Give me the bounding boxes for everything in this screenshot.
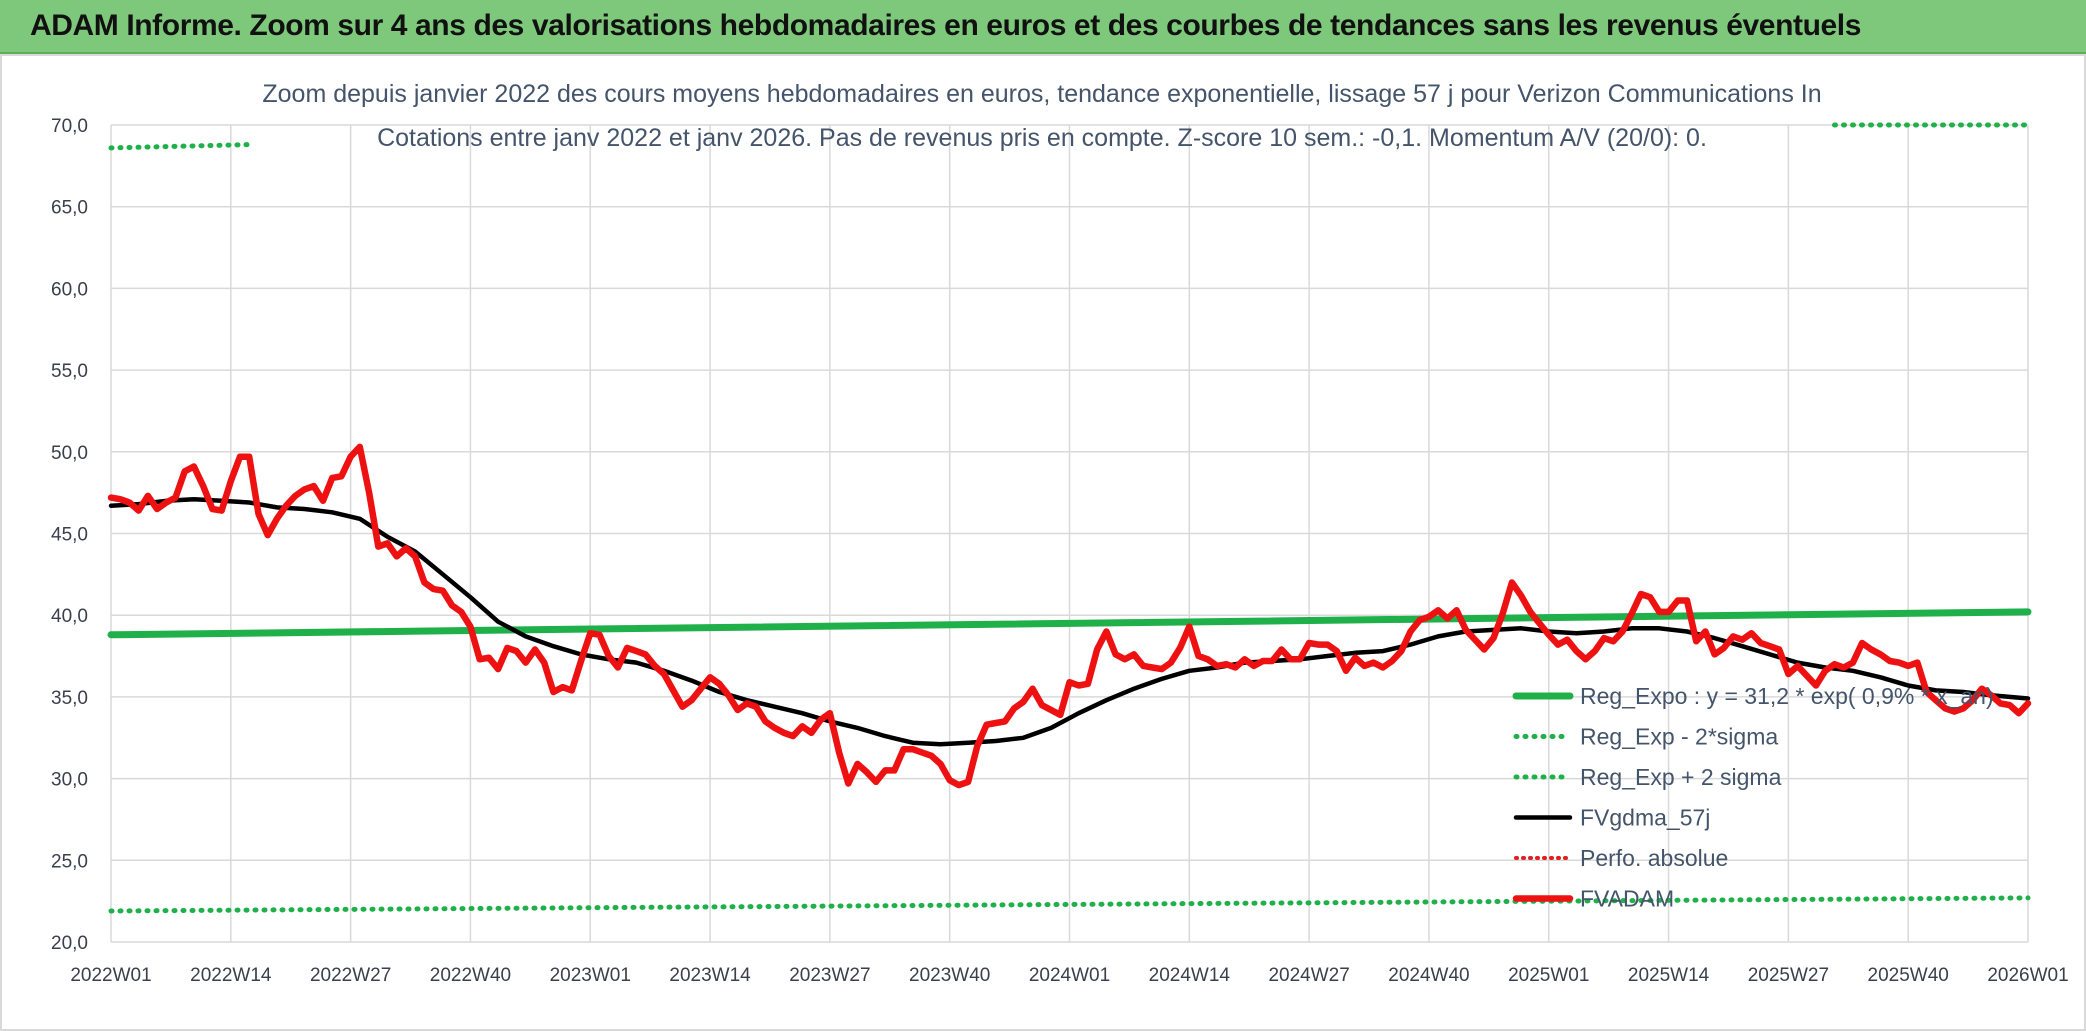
y-tick-label: 25,0 (51, 851, 88, 872)
legend-label-perfo: Perfo. absolue (1580, 845, 1728, 871)
chart-svg: 20,0 25,0 30,0 35,0 40,0 45,0 50,0 55,0 60,0 65,0… (51, 80, 2069, 986)
chart-title-block: Zoom depuis janvier 2022 des cours moyen… (262, 80, 1821, 152)
x-axis: 2022W01 2022W14 2022W27 2022W40 2023W01 2023W… (70, 965, 2068, 986)
x-tick-label: 2023W01 (550, 965, 631, 986)
legend-label-sigma_high: Reg_Exp + 2 sigma (1580, 764, 1782, 790)
y-tick-label: 70,0 (51, 116, 88, 137)
chart-frame: 20,0 25,0 30,0 35,0 40,0 45,0 50,0 55,0 60,0 65,0… (0, 54, 2086, 1031)
x-tick-label: 2023W40 (909, 965, 990, 986)
y-tick-label: 35,0 (51, 688, 88, 709)
series-line-fvadam (107, 443, 2032, 789)
x-tick-label: 2022W14 (190, 965, 272, 986)
x-tick-label: 2026W01 (1987, 965, 2068, 986)
series-line-reg_expo (107, 608, 2032, 639)
y-tick-label: 60,0 (51, 279, 88, 300)
legend: Reg_Expo : y = 31,2 * exp( 0,9% * x_an) R… (1512, 683, 1994, 912)
series-line-sigma_high (108, 142, 252, 151)
y-tick-label: 40,0 (51, 606, 88, 627)
y-tick-label: 65,0 (51, 198, 88, 219)
x-tick-label: 2025W14 (1628, 965, 1710, 986)
x-tick-label: 2024W27 (1268, 965, 1349, 986)
report-banner: ADAM Informe. Zoom sur 4 ans des valoris… (0, 0, 2086, 54)
report-title: ADAM Informe. Zoom sur 4 ans des valoris… (30, 9, 1862, 42)
plot-area (107, 122, 2032, 914)
x-tick-label: 2024W40 (1388, 965, 1469, 986)
y-tick-label: 50,0 (51, 443, 88, 464)
y-tick-label: 20,0 (51, 933, 88, 954)
legend-label-reg_expo: Reg_Expo : y = 31,2 * exp( 0,9% * x_an) (1580, 683, 1994, 709)
chart-title-line-1: Zoom depuis janvier 2022 des cours moyen… (262, 80, 1821, 108)
x-tick-label: 2025W40 (1868, 965, 1949, 986)
gridlines (110, 124, 2029, 943)
legend-label-fvadam: FVADAM (1580, 886, 1674, 912)
y-tick-label: 55,0 (51, 361, 88, 382)
y-axis: 20,0 25,0 30,0 35,0 40,0 45,0 50,0 55,0 60,0 65,0… (51, 116, 88, 954)
x-tick-label: 2024W14 (1149, 965, 1231, 986)
x-tick-label: 2023W27 (789, 965, 870, 986)
x-tick-label: 2022W01 (70, 965, 151, 986)
legend-label-sigma_low: Reg_Exp - 2*sigma (1580, 724, 1778, 750)
chart-title-line-2: Cotations entre janv 2022 et janv 2026. … (377, 124, 1707, 152)
x-tick-label: 2025W27 (1748, 965, 1829, 986)
y-tick-label: 30,0 (51, 770, 88, 791)
y-tick-label: 45,0 (51, 525, 88, 546)
x-tick-label: 2023W14 (669, 965, 751, 986)
legend-label-fvgdma: FVgdma_57j (1580, 805, 1710, 831)
x-tick-label: 2022W40 (430, 965, 511, 986)
x-tick-label: 2022W27 (310, 965, 391, 986)
x-tick-label: 2025W01 (1508, 965, 1589, 986)
x-tick-label: 2024W01 (1029, 965, 1110, 986)
